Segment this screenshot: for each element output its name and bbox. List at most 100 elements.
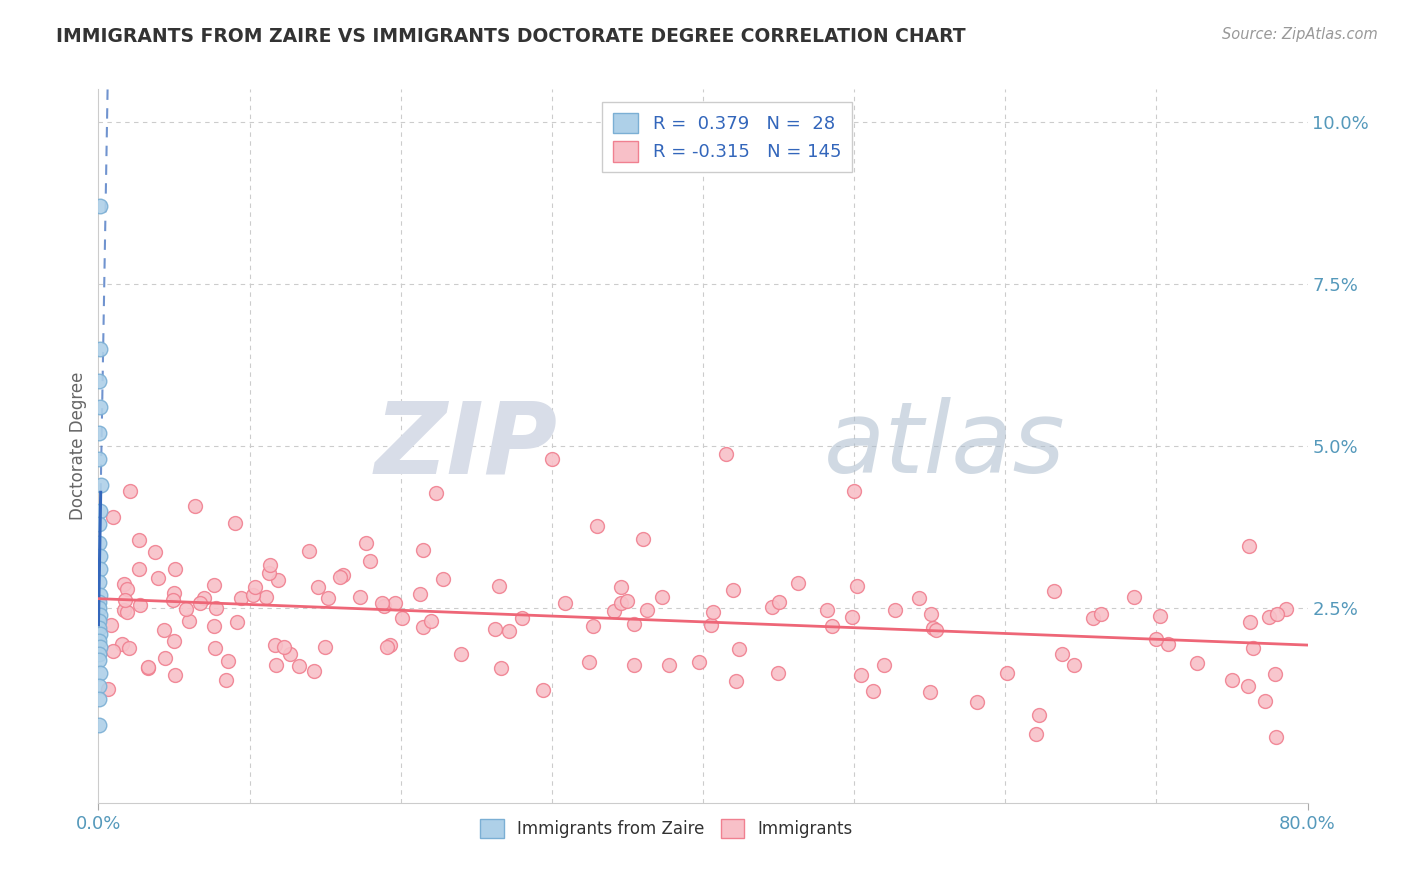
Point: [89, 575, 111, 590]
Point: [610, 596, 633, 610]
Point: [115, 582, 138, 597]
Point: [1220, 673, 1243, 688]
Point: [117, 640, 139, 655]
Point: [699, 618, 721, 632]
Point: [89, 425, 111, 440]
Point: [844, 484, 866, 499]
Point: [1267, 607, 1289, 621]
Point: [193, 591, 215, 606]
Point: [114, 592, 136, 607]
Point: [724, 673, 747, 688]
Point: [488, 579, 510, 593]
Point: [450, 648, 472, 662]
Point: [1275, 602, 1298, 616]
Point: [603, 604, 626, 618]
Point: [768, 595, 790, 609]
Point: [1257, 610, 1279, 624]
Point: [1149, 609, 1171, 624]
Point: [163, 668, 186, 682]
Point: [89, 614, 111, 628]
Point: [370, 596, 392, 610]
Point: [263, 638, 285, 652]
Point: [1241, 641, 1264, 656]
Point: [412, 542, 434, 557]
Point: [920, 607, 942, 621]
Point: [89, 633, 111, 648]
Text: atlas: atlas: [824, 398, 1066, 494]
Point: [101, 509, 124, 524]
Point: [616, 594, 638, 608]
Point: [226, 615, 249, 630]
Point: [862, 684, 884, 698]
Point: [153, 624, 176, 638]
Point: [162, 593, 184, 607]
Point: [89, 588, 111, 602]
Point: [1265, 730, 1288, 744]
Point: [918, 685, 941, 699]
Point: [768, 666, 790, 681]
Point: [658, 657, 681, 672]
Point: [1123, 590, 1146, 604]
Point: [1024, 727, 1046, 741]
Point: [128, 562, 150, 576]
Point: [373, 599, 395, 613]
Point: [384, 596, 406, 610]
Point: [128, 533, 150, 547]
Point: [359, 554, 381, 568]
Point: [257, 566, 280, 581]
Point: [278, 647, 301, 661]
Point: [723, 582, 745, 597]
Point: [87, 653, 110, 667]
Point: [586, 518, 609, 533]
Point: [163, 634, 186, 648]
Point: [922, 621, 945, 635]
Point: [484, 622, 506, 636]
Point: [328, 569, 350, 583]
Point: [821, 619, 844, 633]
Point: [420, 614, 443, 628]
Point: [89, 342, 111, 356]
Point: [332, 568, 354, 582]
Point: [89, 504, 111, 518]
Point: [214, 673, 236, 687]
Point: [89, 199, 111, 213]
Point: [231, 591, 253, 605]
Point: [89, 595, 111, 609]
Point: [623, 617, 645, 632]
Point: [202, 619, 225, 633]
Point: [112, 577, 135, 591]
Point: [578, 655, 600, 669]
Point: [1239, 539, 1261, 553]
Point: [254, 590, 277, 604]
Point: [425, 485, 447, 500]
Point: [89, 679, 111, 693]
Point: [264, 658, 287, 673]
Point: [498, 624, 520, 639]
Point: [243, 580, 266, 594]
Point: [146, 571, 169, 585]
Point: [112, 603, 135, 617]
Legend: Immigrants from Zaire, Immigrants: Immigrants from Zaire, Immigrants: [474, 812, 859, 845]
Point: [87, 516, 110, 531]
Point: [409, 586, 432, 600]
Point: [308, 581, 330, 595]
Point: [90, 478, 112, 492]
Point: [907, 591, 929, 605]
Point: [728, 642, 751, 657]
Point: [89, 374, 111, 388]
Point: [873, 658, 896, 673]
Point: [623, 658, 645, 673]
Point: [100, 618, 122, 632]
Point: [177, 614, 200, 628]
Point: [115, 605, 138, 619]
Point: [540, 452, 562, 467]
Point: [118, 484, 141, 499]
Point: [354, 536, 377, 550]
Point: [432, 572, 454, 586]
Point: [884, 603, 907, 617]
Point: [89, 607, 111, 622]
Point: [89, 400, 111, 414]
Point: [165, 562, 187, 576]
Point: [87, 601, 110, 615]
Point: [966, 695, 988, 709]
